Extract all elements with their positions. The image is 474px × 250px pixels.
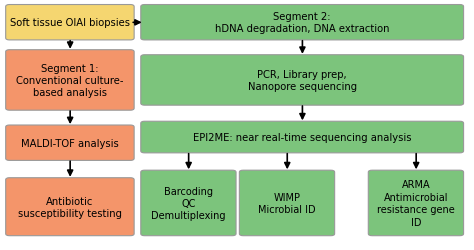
Text: Antibiotic
susceptibility testing: Antibiotic susceptibility testing xyxy=(18,196,122,218)
Text: Soft tissue OIAI biopsies: Soft tissue OIAI biopsies xyxy=(10,18,130,28)
FancyBboxPatch shape xyxy=(239,170,335,236)
Text: ARMA
Antimicrobial
resistance gene
ID: ARMA Antimicrobial resistance gene ID xyxy=(377,180,455,227)
Text: Barcoding
QC
Demultiplexing: Barcoding QC Demultiplexing xyxy=(151,186,226,220)
FancyBboxPatch shape xyxy=(141,6,464,41)
FancyBboxPatch shape xyxy=(6,50,134,111)
Text: Segment 1:
Conventional culture-
based analysis: Segment 1: Conventional culture- based a… xyxy=(16,63,124,98)
FancyBboxPatch shape xyxy=(368,170,464,236)
FancyBboxPatch shape xyxy=(141,170,236,236)
Text: Segment 2:
hDNA degradation, DNA extraction: Segment 2: hDNA degradation, DNA extract… xyxy=(215,12,390,34)
FancyBboxPatch shape xyxy=(6,6,134,41)
Text: WIMP
Microbial ID: WIMP Microbial ID xyxy=(258,192,316,214)
FancyBboxPatch shape xyxy=(6,126,134,161)
FancyBboxPatch shape xyxy=(141,122,464,153)
FancyBboxPatch shape xyxy=(141,56,464,106)
FancyBboxPatch shape xyxy=(6,178,134,236)
Text: PCR, Library prep,
Nanopore sequencing: PCR, Library prep, Nanopore sequencing xyxy=(247,70,357,92)
Text: MALDI-TOF analysis: MALDI-TOF analysis xyxy=(21,138,119,148)
Text: EPI2ME: near real-time sequencing analysis: EPI2ME: near real-time sequencing analys… xyxy=(193,132,411,142)
